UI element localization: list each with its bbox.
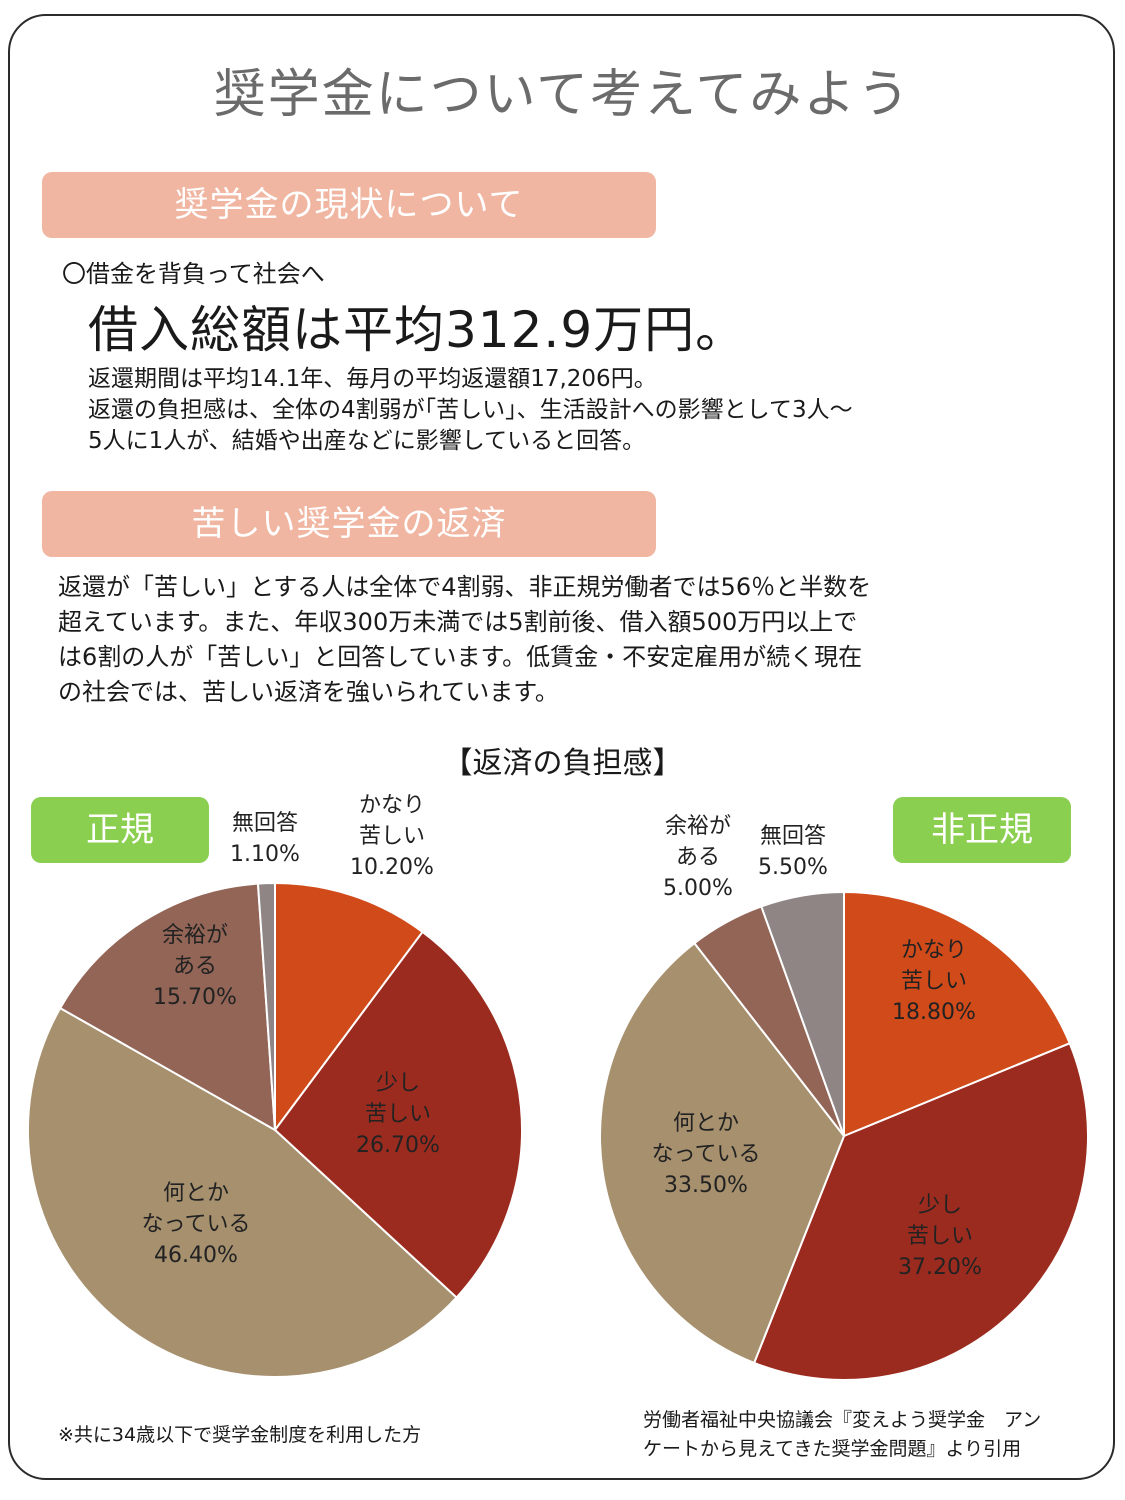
section-banner-repayment: 苦しい奨学金の返済 [42, 491, 656, 557]
paragraph-line: は6割の人が「苦しい」と回答しています。低賃金・不安定雇用が続く現在 [58, 643, 863, 671]
paragraph-line: 返還が「苦しい」とする人は全体で4割弱、非正規労働者では56％と半数を [58, 573, 872, 601]
status-paragraph: 返還期間は平均14.1年、毎月の平均返還額17,206円。 返還の負担感は、全体… [88, 364, 1078, 457]
slice-label-somewhat-hard: 少し苦しい 26.70% [356, 1071, 440, 1158]
slice-label-very-hard: かなり苦しい 18.80% [892, 938, 976, 1025]
pie-slice-no-answer [760, 890, 845, 1137]
sub-heading: 〇借金を背負って社会へ [62, 260, 325, 288]
tag-regular: 正規 [31, 797, 209, 863]
status-line: 返還期間は平均14.1年、毎月の平均返還額17,206円。 [88, 366, 657, 392]
status-line: 返還の負担感は、全体の4割弱が｢苦しい｣、生活設計への影響として3人～ [88, 397, 853, 423]
source-line: ケートから見えてきた奨学金問題』より引用 [643, 1438, 1022, 1460]
slice-label-managing: 何とかなっている 46.40% [142, 1181, 251, 1268]
pie-slice-somewhat-hard [273, 930, 523, 1299]
source-line: 労働者福祉中央協議会『変えよう奨学金 アン [643, 1409, 1042, 1431]
page-title: 奨学金について考えてみよう [213, 65, 912, 125]
tag-non-regular: 非正規 [893, 797, 1071, 863]
pie-slice-very-hard [274, 881, 424, 1134]
slice-label-no-answer: 無回答 5.50% [758, 824, 828, 880]
chart-title: 【返済の負担感】 [442, 746, 683, 781]
pie-slice-very-hard [843, 890, 1072, 1138]
pie-slice-somewhat-hard [752, 1042, 1089, 1382]
slice-label-no-answer: 無回答 1.10% [230, 811, 300, 867]
status-line: 5人に1人が、結婚や出産などに影響していると回答。 [88, 428, 646, 454]
repayment-paragraph: 返還が「苦しい」とする人は全体で4割弱、非正規労働者では56％と半数を 超えてい… [58, 570, 1078, 710]
paragraph-line: の社会では、苦しい返済を強いられています。 [58, 678, 559, 706]
pie-slice-no-answer [256, 881, 276, 1131]
section-banner-current-status: 奨学金の現状について [42, 172, 656, 238]
pie-slice-comfortable [58, 882, 277, 1132]
headline-stat: 借入総額は平均312.9万円。 [88, 301, 747, 359]
slice-label-very-hard: かなり苦しい 10.20% [350, 793, 434, 880]
source-citation: 労働者福祉中央協議会『変えよう奨学金 アン ケートから見えてきた奨学金問題』より… [643, 1406, 1103, 1464]
paragraph-line: 超えています。また、年収300万未満では5割前後、借入額500万円以上で [58, 608, 858, 636]
slice-label-somewhat-hard: 少し苦しい 37.20% [898, 1193, 982, 1280]
slice-label-comfortable: 余裕がある 5.00% [663, 814, 733, 901]
slice-label-managing: 何とかなっている 33.50% [652, 1111, 761, 1198]
pie-slice-managing [27, 1006, 458, 1378]
slice-label-comfortable: 余裕がある 15.70% [153, 923, 237, 1010]
pie-slice-managing [599, 941, 846, 1365]
page-frame [8, 14, 1115, 1480]
footnote: ※共に34歳以下で奨学金制度を利用した方 [58, 1424, 422, 1446]
